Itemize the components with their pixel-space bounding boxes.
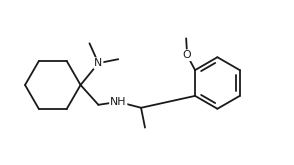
Text: N: N — [94, 58, 103, 68]
Text: O: O — [183, 50, 191, 60]
Text: NH: NH — [110, 97, 126, 107]
